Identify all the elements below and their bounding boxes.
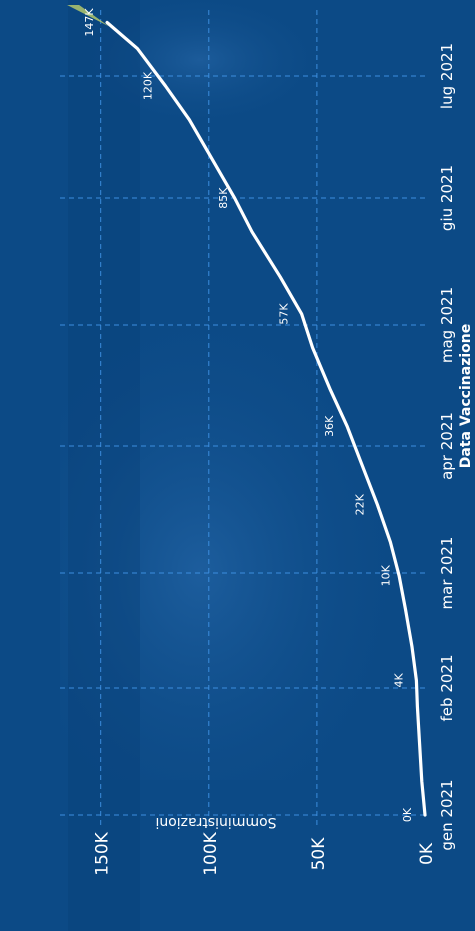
y-tick-label: 50K (309, 837, 329, 871)
x-tick-label: feb 2021 (438, 655, 456, 722)
x-tick-label: giu 2021 (438, 165, 456, 231)
grid (60, 10, 425, 825)
x-tick-label: apr 2021 (438, 412, 456, 480)
y-tick-label: 150K (93, 831, 113, 875)
x-tick-label: lug 2021 (438, 43, 456, 109)
x-tick-label: gen 2021 (438, 779, 456, 850)
data-labels: 0K 4K 10K 22K 36K 57K 85K 120K 147K (83, 8, 414, 823)
x-axis-title: Data Vaccinazione (458, 324, 474, 468)
data-label: 36K (323, 415, 336, 437)
data-label: 85K (217, 187, 230, 209)
series-line (105, 20, 427, 817)
y-tick-label: 0K (417, 842, 437, 865)
data-label: 22K (353, 493, 366, 515)
data-label: 10K (379, 564, 392, 586)
data-label: 57K (278, 303, 291, 325)
y-tick-label: 100K (201, 831, 221, 875)
series-end-accent (67, 5, 110, 27)
series (67, 5, 427, 817)
data-label: 4K (392, 673, 405, 688)
x-tick-label: mar 2021 (438, 537, 456, 610)
x-tick-label: mag 2021 (438, 287, 456, 363)
data-label: 147K (83, 8, 96, 37)
data-label: 120K (142, 71, 155, 100)
data-label: 0K (401, 807, 414, 822)
axis-ticks: gen 2021 feb 2021 mar 2021 apr 2021 mag 2021… (93, 43, 456, 876)
y-axis-title: Somministrazioni (155, 814, 276, 830)
